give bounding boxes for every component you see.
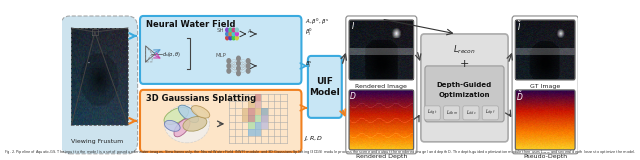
Text: MLP: MLP (215, 53, 226, 58)
Text: $L_{ddc}$: $L_{ddc}$ (465, 108, 476, 117)
Text: $\beta_j^0$: $\beta_j^0$ (305, 27, 313, 39)
Bar (255, 101, 261, 108)
Circle shape (229, 28, 232, 32)
Bar (261, 122, 268, 129)
Circle shape (236, 32, 238, 36)
FancyBboxPatch shape (482, 106, 499, 120)
Bar (248, 122, 255, 129)
Text: Fig. 2. Pipeline of Aquatic-GS. The input to the model is a set of posed underwa: Fig. 2. Pipeline of Aquatic-GS. The inpu… (4, 148, 636, 156)
Text: $A_r$: $A_r$ (247, 27, 255, 36)
Circle shape (232, 28, 235, 32)
FancyBboxPatch shape (421, 34, 508, 142)
Text: SH: SH (217, 28, 225, 33)
Text: Viewing Frustum: Viewing Frustum (71, 139, 124, 144)
Text: $L_{dpf}$: $L_{dpf}$ (485, 108, 495, 118)
FancyBboxPatch shape (425, 66, 504, 122)
Circle shape (237, 61, 240, 66)
Text: Rendered Depth: Rendered Depth (356, 154, 407, 159)
Ellipse shape (164, 105, 209, 143)
Bar (255, 122, 261, 129)
Ellipse shape (191, 106, 210, 118)
Bar (255, 115, 261, 122)
Bar (255, 129, 261, 136)
Text: $D$: $D$ (349, 90, 357, 101)
Bar (248, 101, 255, 108)
Circle shape (246, 59, 250, 63)
Text: +: + (460, 59, 469, 69)
Text: Depth-Guided: Depth-Guided (437, 82, 492, 88)
Bar (242, 108, 248, 115)
Text: $I$: $I$ (351, 20, 355, 32)
Bar (261, 115, 268, 122)
Circle shape (246, 64, 250, 68)
Text: $L_{recon}$: $L_{recon}$ (453, 44, 476, 56)
Text: GT Image: GT Image (530, 84, 560, 89)
Text: $\tilde{D}$: $\tilde{D}$ (516, 89, 523, 103)
Bar (255, 108, 261, 115)
Ellipse shape (164, 107, 189, 124)
FancyBboxPatch shape (463, 106, 479, 120)
Bar (248, 115, 255, 122)
Circle shape (227, 64, 230, 68)
Text: $A, \beta^0, \beta^s$: $A, \beta^0, \beta^s$ (305, 17, 329, 27)
Text: 3D Gaussians Splatting: 3D Gaussians Splatting (147, 94, 257, 103)
FancyBboxPatch shape (308, 56, 342, 118)
FancyBboxPatch shape (424, 106, 440, 120)
Circle shape (226, 28, 228, 32)
Ellipse shape (164, 120, 180, 131)
Bar (261, 108, 268, 115)
Circle shape (229, 36, 232, 40)
Text: Pseudo-Depth: Pseudo-Depth (523, 154, 567, 159)
Circle shape (232, 36, 235, 40)
Ellipse shape (179, 105, 198, 123)
Circle shape (236, 28, 238, 32)
Ellipse shape (183, 116, 207, 131)
Circle shape (237, 56, 240, 61)
Text: Neural Water Field: Neural Water Field (147, 20, 236, 29)
Text: $L_{dgt}$: $L_{dgt}$ (427, 108, 437, 118)
Text: $J, R, D$: $J, R, D$ (303, 134, 323, 143)
Text: Optimization: Optimization (439, 92, 490, 98)
Bar (242, 115, 248, 122)
Circle shape (246, 69, 250, 73)
Circle shape (227, 59, 230, 63)
Text: UIF: UIF (316, 77, 333, 86)
Circle shape (229, 32, 232, 36)
Bar (255, 94, 261, 101)
Circle shape (236, 36, 238, 40)
FancyBboxPatch shape (140, 90, 301, 152)
Text: $\beta_j^s$: $\beta_j^s$ (305, 59, 312, 70)
Text: $\tilde{I}$: $\tilde{I}$ (517, 19, 522, 33)
Bar (248, 108, 255, 115)
FancyBboxPatch shape (444, 106, 460, 120)
Circle shape (237, 66, 240, 71)
Bar (248, 129, 255, 136)
FancyBboxPatch shape (140, 16, 301, 84)
FancyBboxPatch shape (60, 16, 138, 154)
Circle shape (232, 32, 235, 36)
Circle shape (227, 69, 230, 73)
Circle shape (237, 71, 240, 76)
Text: $L_{dbm}$: $L_{dbm}$ (445, 108, 458, 117)
Text: $d_s(\alpha,\theta)$: $d_s(\alpha,\theta)$ (162, 50, 181, 59)
Bar (72, 28, 128, 125)
Circle shape (226, 36, 228, 40)
Text: Rendered Image: Rendered Image (355, 84, 407, 89)
Ellipse shape (174, 119, 190, 137)
Text: Model: Model (310, 88, 340, 97)
Circle shape (226, 32, 228, 36)
